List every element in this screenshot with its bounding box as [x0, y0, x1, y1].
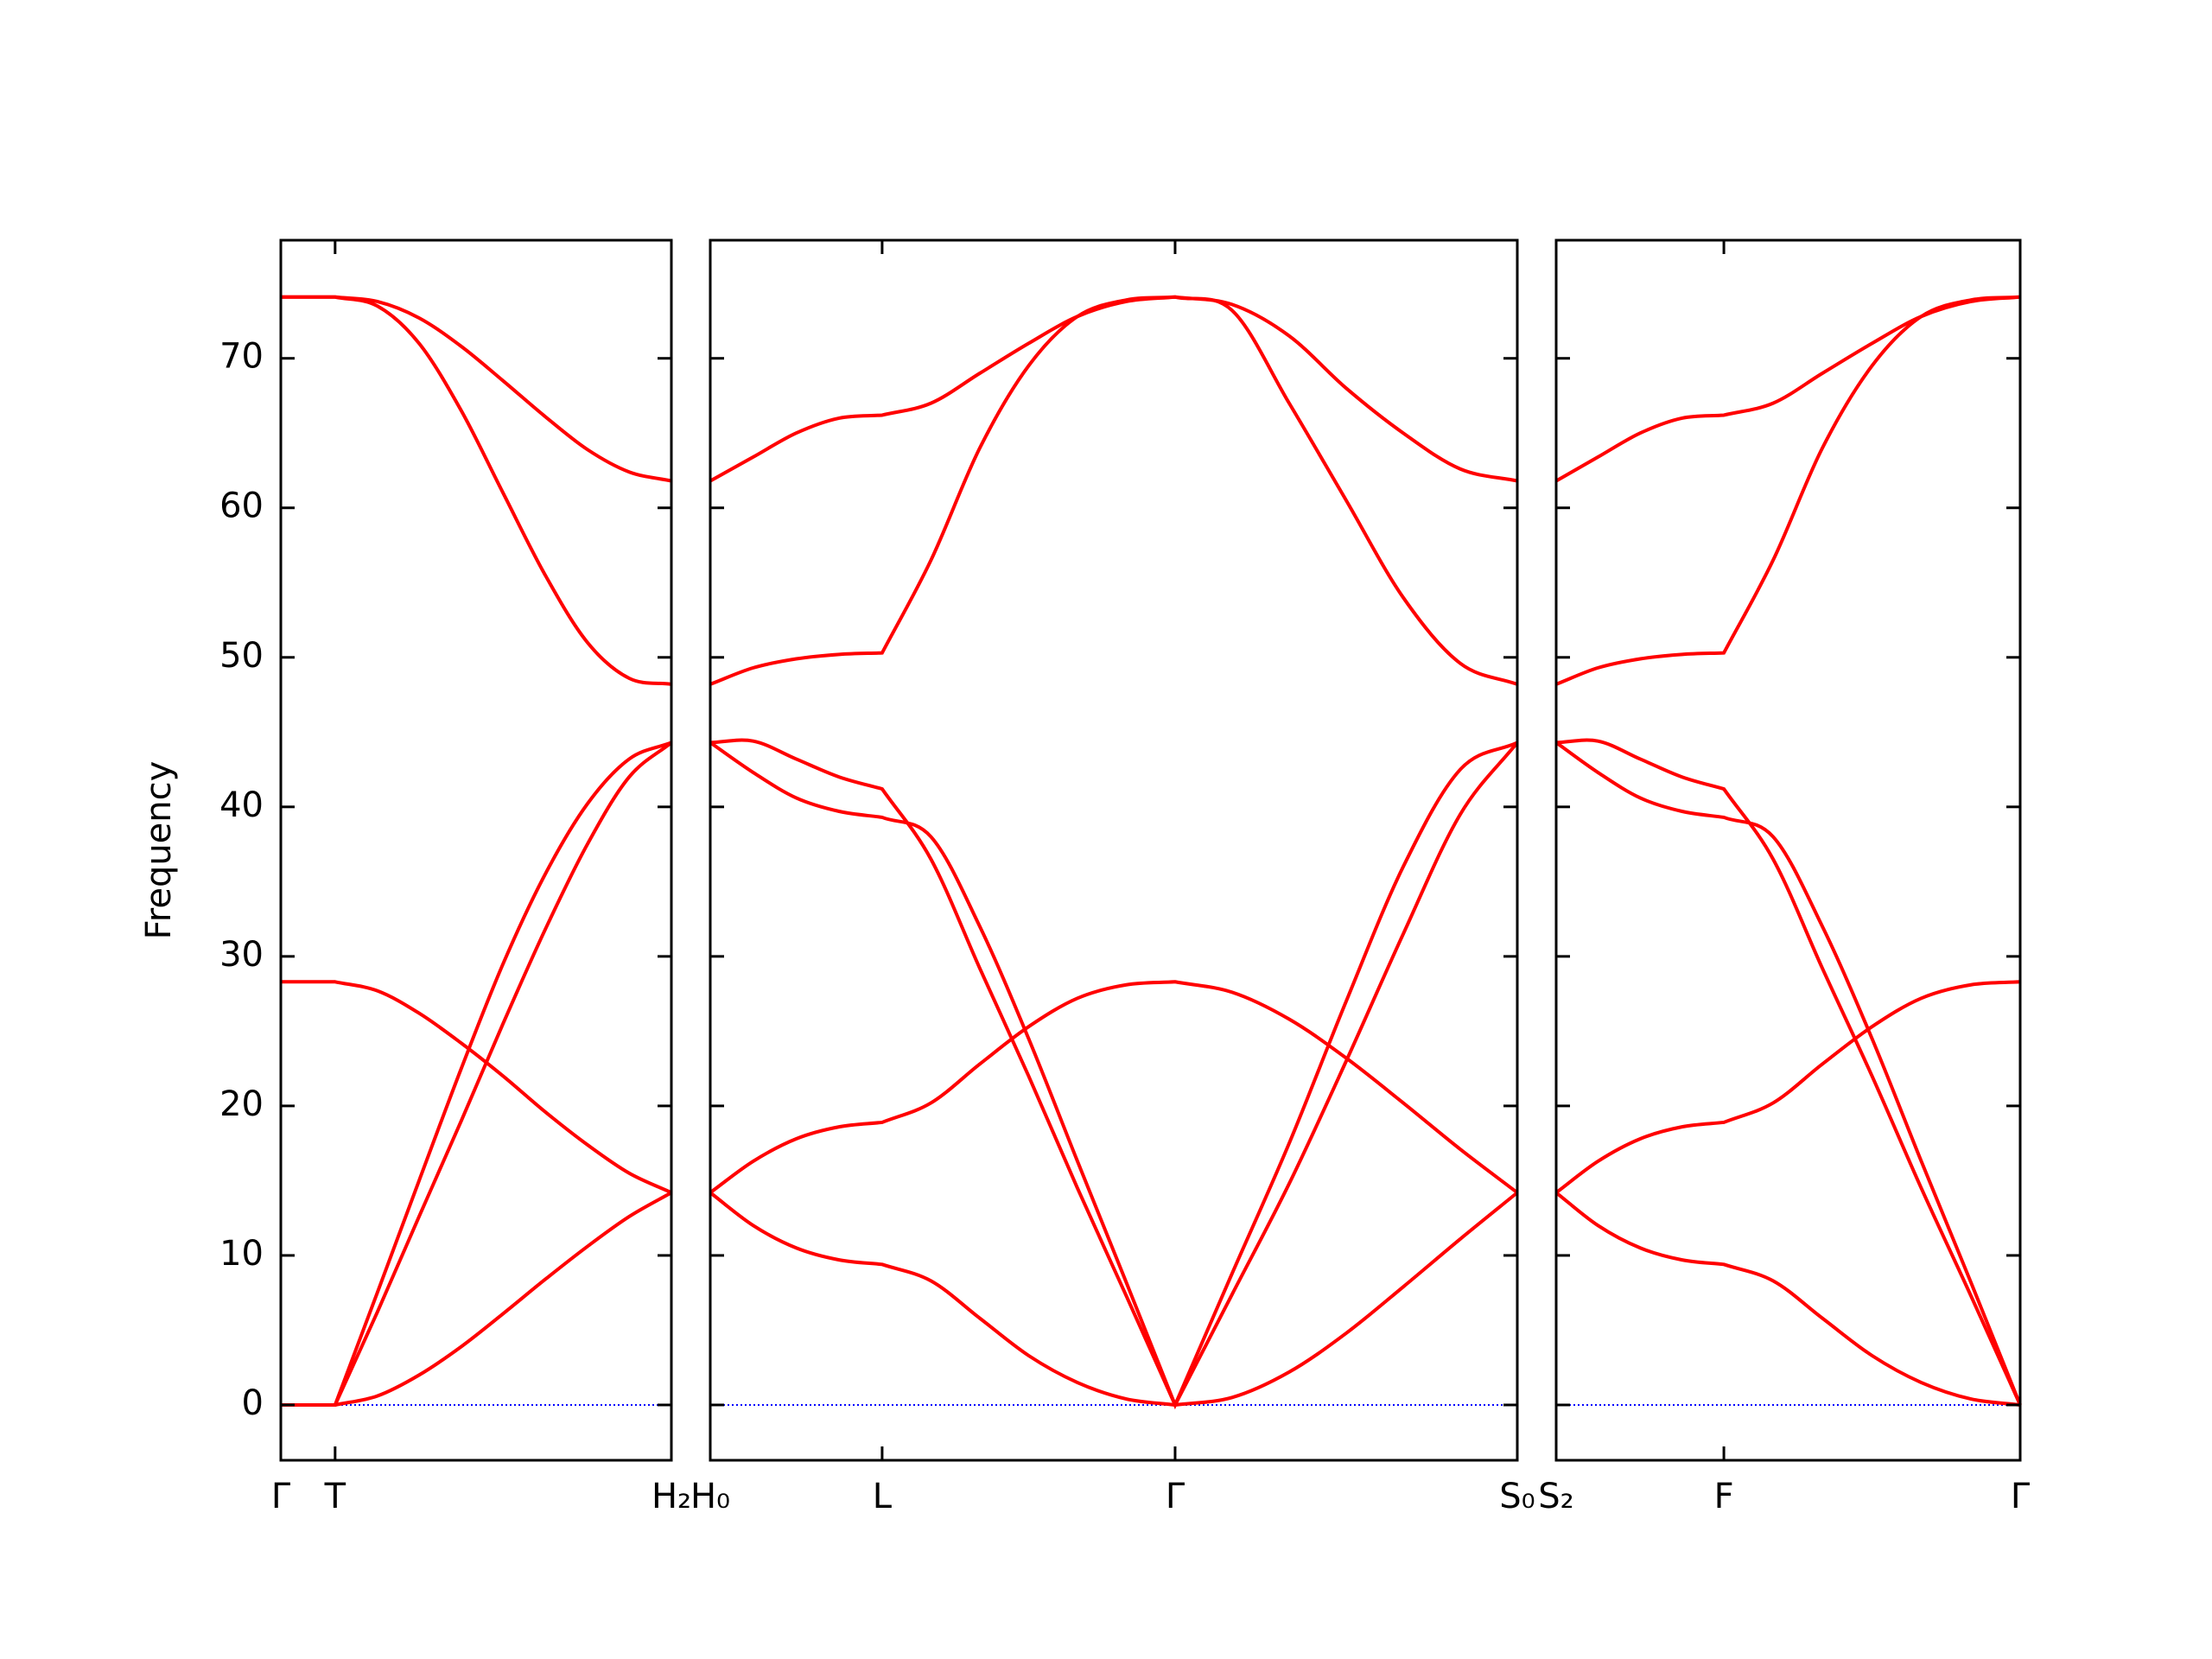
- y-tick-label: 20: [219, 1084, 264, 1124]
- plot-frame: [279, 238, 673, 1462]
- band-line: [709, 741, 1518, 1410]
- plot-frame: [1554, 238, 2022, 1462]
- x-tick-label: L: [873, 1477, 893, 1516]
- band-line: [281, 295, 672, 483]
- y-tick-label: 40: [219, 785, 264, 825]
- band-line: [709, 980, 1519, 1194]
- y-tick-label: 0: [242, 1383, 264, 1423]
- band-line: [281, 741, 672, 1407]
- band-line: [1554, 980, 2021, 1194]
- band-line: [1554, 741, 2022, 1406]
- y-tick-label: 70: [219, 337, 264, 377]
- band-line: [281, 1191, 672, 1407]
- x-tick-label: Γ: [1166, 1477, 1185, 1516]
- band-line: [1554, 1191, 2021, 1407]
- band-line: [709, 1191, 1519, 1407]
- x-tick-label: H₀: [690, 1477, 730, 1516]
- x-tick-label: Γ: [271, 1477, 291, 1516]
- plot-frame: [709, 238, 1519, 1462]
- x-tick-label: S₂: [1538, 1477, 1573, 1516]
- x-tick-label: S₀: [1499, 1477, 1535, 1516]
- band-line: [1555, 738, 2022, 1406]
- y-tick-label: 60: [219, 486, 264, 526]
- y-axis-label: Frequency: [139, 761, 179, 940]
- band-line: [1555, 295, 2021, 686]
- y-tick-label: 50: [219, 636, 264, 676]
- band-line: [1555, 295, 2021, 483]
- band-line: [281, 980, 672, 1195]
- x-tick-label: H₂: [652, 1477, 691, 1516]
- band-line: [281, 295, 672, 686]
- band-line: [709, 738, 1519, 1409]
- x-tick-label: Γ: [2011, 1477, 2031, 1516]
- band-line: [709, 295, 1518, 483]
- x-tick-label: F: [1714, 1477, 1734, 1516]
- y-tick-label: 10: [219, 1234, 264, 1274]
- x-tick-label: T: [324, 1477, 346, 1516]
- band-line: [281, 741, 673, 1407]
- band-line: [709, 295, 1518, 686]
- y-tick-label: 30: [219, 935, 264, 975]
